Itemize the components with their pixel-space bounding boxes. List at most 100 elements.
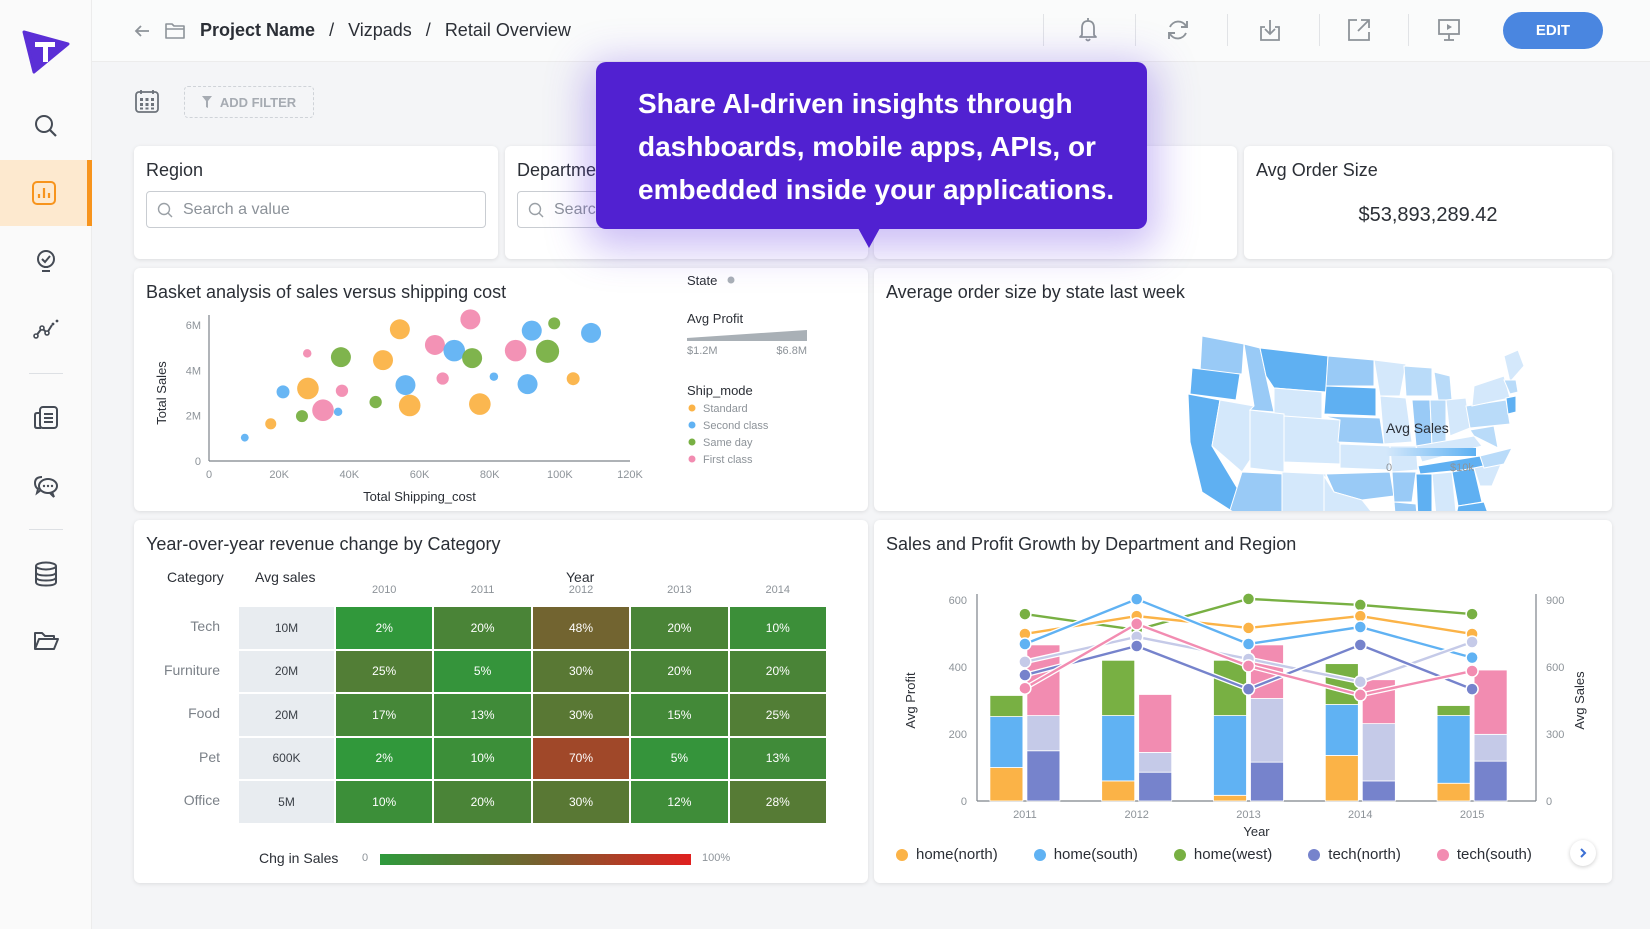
bar-segment	[1101, 659, 1136, 716]
heatmap-cell[interactable]: 30%	[531, 693, 631, 737]
heatmap-cell[interactable]: 10%	[433, 736, 532, 780]
bar-segment	[1361, 780, 1396, 802]
heatmap-cell[interactable]: 30%	[531, 649, 631, 693]
x-tick-label: 60K	[410, 469, 430, 481]
present-icon	[1438, 19, 1460, 41]
heatmap-cell[interactable]: 10%	[728, 606, 827, 650]
line-point	[1465, 682, 1479, 696]
heatmap-cell[interactable]: 20%	[728, 649, 827, 693]
heatmap-cell[interactable]: 28%	[728, 780, 827, 824]
heatmap-cell[interactable]: 17%	[335, 693, 434, 737]
state-region	[1323, 385, 1377, 417]
logo-icon[interactable]	[22, 26, 70, 74]
avg-order-size-card: Avg Order Size $53,893,289.42	[1244, 146, 1612, 259]
download-button[interactable]	[1256, 16, 1284, 44]
heatmap-cell[interactable]: 20%	[433, 606, 532, 650]
back-arrow-icon[interactable]	[132, 21, 152, 41]
state-region	[1479, 447, 1513, 469]
scatter-point	[389, 319, 410, 340]
legend-item[interactable]: home(south)	[1033, 846, 1138, 863]
state-region	[1211, 399, 1255, 473]
heatmap-cell[interactable]: 5%	[630, 736, 729, 780]
add-filter-button[interactable]: ADD FILTER	[184, 86, 314, 118]
map-title: Average order size by state last week	[886, 282, 1185, 302]
region-search-input[interactable]: Search a value	[146, 191, 486, 228]
line-point	[1465, 607, 1479, 621]
state-region	[1456, 501, 1488, 511]
sidebar-item-search[interactable]	[0, 93, 92, 159]
heatmap-cell[interactable]: 2%	[335, 736, 434, 780]
toolbar-divider	[1135, 14, 1136, 46]
bar-segment	[1250, 698, 1284, 763]
heatmap-cell[interactable]: 12%	[630, 780, 729, 824]
toolbar-divider	[1408, 14, 1409, 46]
scatter-point	[265, 418, 277, 430]
sidebar-item-insights[interactable]	[0, 228, 92, 294]
scatter-point	[460, 309, 481, 330]
sidebar-item-trends[interactable]	[0, 296, 92, 362]
line-point	[1018, 668, 1032, 682]
legend-dot	[688, 421, 696, 429]
combo-title: Sales and Profit Growth by Department an…	[886, 534, 1297, 554]
scatter-point	[436, 372, 449, 385]
legend-item[interactable]: tech(north)	[1308, 846, 1401, 863]
legend-item[interactable]: home(west)	[1173, 846, 1272, 863]
combo-card: Sales and Profit Growth by Department an…	[874, 520, 1612, 883]
heatmap-cell[interactable]: 13%	[433, 693, 532, 737]
add-filter-label: ADD FILTER	[219, 94, 297, 110]
legend-next-button[interactable]	[1570, 840, 1596, 866]
heatmap-cell[interactable]: 20%	[433, 780, 532, 824]
sidebar-item-liveboards[interactable]	[0, 160, 92, 226]
breadcrumb-project[interactable]: Project Name	[200, 20, 316, 40]
heatmap-cell[interactable]: 20%	[630, 649, 729, 693]
folder-icon[interactable]	[164, 21, 188, 41]
state-region	[1393, 501, 1418, 511]
refresh-button[interactable]	[1164, 16, 1192, 44]
share-button[interactable]	[1345, 16, 1373, 44]
size-legend-max: $6.8M	[776, 345, 807, 357]
x-tick-label: 80K	[480, 469, 500, 481]
legend-item[interactable]: tech(south)	[1436, 846, 1532, 863]
notifications-button[interactable]	[1074, 16, 1102, 44]
heatmap-cell[interactable]: 2%	[335, 606, 434, 650]
edit-button[interactable]: EDIT	[1503, 12, 1603, 49]
heatmap-cell[interactable]: 20%	[630, 606, 729, 650]
sidebar-item-files[interactable]	[0, 608, 92, 674]
calendar-icon[interactable]	[134, 88, 160, 114]
breadcrumb-section[interactable]: Vizpads	[348, 20, 412, 40]
map-legend-min: 0	[1386, 462, 1393, 474]
scatter-point	[373, 350, 394, 371]
legend-item[interactable]: home(north)	[896, 846, 998, 863]
sidebar-item-data[interactable]	[0, 541, 92, 607]
heatmap-cell[interactable]: 25%	[728, 693, 827, 737]
x-axis-label: Year	[1243, 824, 1270, 839]
heatmap-cell[interactable]: 25%	[335, 649, 434, 693]
refresh-icon	[1168, 20, 1188, 40]
heatmap-cell[interactable]: 5%	[433, 649, 532, 693]
sidebar-item-conversations[interactable]	[0, 453, 92, 519]
sidebar-item-documents[interactable]	[0, 385, 92, 451]
line-point	[1465, 635, 1479, 649]
heatmap-cell[interactable]: 15%	[630, 693, 729, 737]
line-point	[1241, 682, 1256, 696]
heatmap-cell[interactable]: 13%	[728, 736, 827, 780]
bar-segment	[1324, 704, 1359, 756]
top-bar: Project Name / Vizpads / Retail Overview…	[92, 0, 1650, 62]
bar-segment	[1436, 782, 1471, 802]
legend-label: Same day	[703, 437, 753, 449]
heatmap-cell[interactable]: 30%	[531, 780, 631, 824]
x-tick-label: 2014	[1348, 809, 1372, 821]
heatmap-cell[interactable]: 10%	[335, 780, 434, 824]
trend-icon	[33, 319, 59, 339]
line-point	[1241, 637, 1256, 651]
toolbar-divider	[1319, 14, 1320, 46]
breadcrumb: Project Name / Vizpads / Retail Overview	[132, 20, 571, 41]
heatmap-cell[interactable]: 70%	[531, 736, 631, 780]
present-button[interactable]	[1435, 16, 1463, 44]
region-filter-card: Region Search a value	[134, 146, 498, 259]
line-point	[1241, 592, 1256, 606]
legend-dot	[1033, 848, 1046, 861]
heatmap-legend-min: 0	[362, 852, 369, 864]
heatmap-cell[interactable]: 48%	[531, 606, 631, 650]
bar-segment	[1101, 715, 1136, 782]
